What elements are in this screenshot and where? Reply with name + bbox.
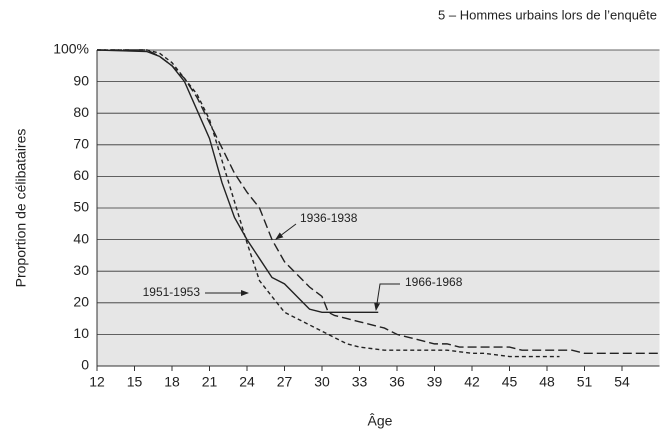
y-axis-label: Proportion de célibataires	[13, 129, 29, 288]
x-tick-label: 21	[202, 374, 218, 390]
y-tick-label: 10	[73, 325, 89, 341]
y-tick-label: 60	[73, 167, 89, 183]
annotation-arrow	[275, 223, 297, 240]
y-tick-label: 40	[73, 230, 89, 246]
series-annotation: 1966-1968	[405, 275, 463, 289]
series-annotation: 1951-1953	[143, 285, 201, 299]
x-tick-label: 24	[239, 374, 255, 390]
annotation-arrow	[374, 283, 400, 311]
x-tick-label: 15	[127, 374, 143, 390]
x-tick-label: 30	[314, 374, 330, 390]
series-annotation: 1936-1938	[300, 211, 358, 225]
x-tick-label: 48	[539, 374, 555, 390]
x-tick-label: 27	[277, 374, 293, 390]
chart-subtitle: 5 – Hommes urbains lors de l’enquête	[438, 7, 657, 22]
y-tick-label: 70	[73, 136, 89, 152]
y-tick-label: 0	[81, 357, 89, 373]
x-axis-label: Âge	[368, 413, 393, 429]
x-tick-label: 33	[352, 374, 368, 390]
x-tick-label: 42	[464, 374, 480, 390]
x-tick-label: 12	[89, 374, 105, 390]
x-tick-label: 39	[427, 374, 443, 390]
x-tick-label: 18	[164, 374, 180, 390]
y-tick-label: 80	[73, 104, 89, 120]
x-tick-label: 54	[614, 374, 630, 390]
y-tick-label: 100%	[53, 41, 89, 57]
y-tick-label: 90	[73, 72, 89, 88]
x-tick-label: 45	[502, 374, 518, 390]
x-tick-label: 36	[389, 374, 405, 390]
series-line	[97, 49, 560, 358]
x-tick-label: 51	[577, 374, 593, 390]
y-tick-label: 20	[73, 294, 89, 310]
y-tick-label: 50	[73, 199, 89, 215]
y-tick-label: 30	[73, 262, 89, 278]
